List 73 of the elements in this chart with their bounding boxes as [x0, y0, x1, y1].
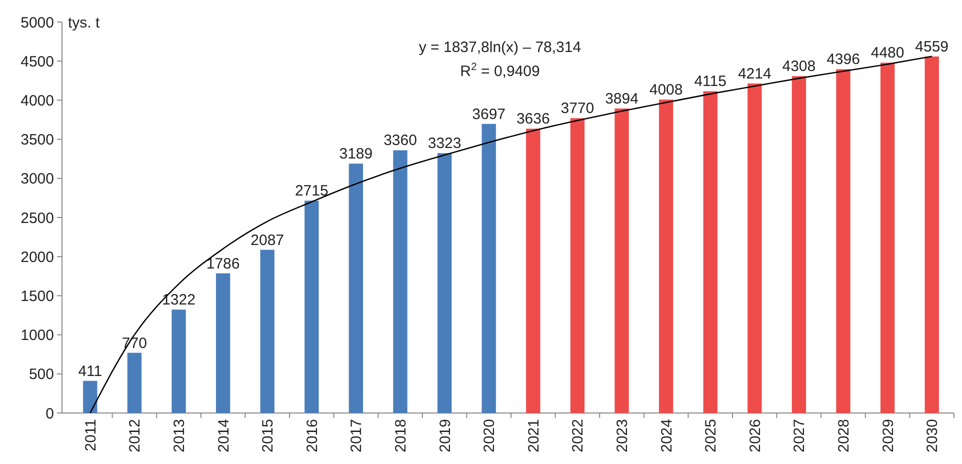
x-tick-label: 2030 — [924, 419, 942, 452]
data-label: 2715 — [294, 182, 328, 200]
x-tick-label: 2027 — [791, 419, 808, 452]
annotation: y = 1837,8ln(x) – 78,314 — [418, 39, 582, 56]
bar — [570, 118, 585, 413]
data-label: 3360 — [384, 132, 417, 150]
data-label: 4214 — [738, 65, 772, 82]
data-label: 4115 — [694, 73, 726, 90]
x-tick-label: 2020 — [481, 419, 498, 452]
x-tick-label: 2013 — [171, 419, 188, 452]
data-label: 3697 — [472, 106, 506, 123]
bar — [658, 100, 674, 413]
bar — [924, 56, 939, 413]
x-tick-label: 2014 — [215, 419, 232, 452]
y-tick-label: 3500 — [20, 132, 54, 149]
bar — [393, 150, 408, 413]
y-tick-label: 4000 — [20, 92, 54, 110]
y-tick-label: 2500 — [20, 210, 54, 227]
y-tick-label: 1500 — [20, 288, 54, 305]
bar — [260, 250, 274, 413]
y-tick-label: 4500 — [20, 53, 54, 70]
x-tick-label: 2024 — [658, 419, 676, 452]
data-label: 1322 — [162, 292, 196, 309]
x-tick-label: 2029 — [880, 419, 897, 452]
data-label: 4480 — [870, 44, 904, 62]
bar — [304, 200, 319, 413]
data-label: 4559 — [915, 38, 949, 56]
bar — [83, 380, 98, 413]
data-label: 2087 — [250, 232, 284, 249]
data-label: 3323 — [428, 135, 462, 152]
y-tick-label: 2000 — [20, 248, 54, 266]
y-tick-label: 500 — [28, 366, 54, 384]
x-tick-label: 2016 — [304, 419, 321, 452]
x-tick-label: 2025 — [702, 419, 720, 452]
x-tick-label: 2017 — [348, 419, 366, 452]
x-tick-label: 2028 — [836, 419, 852, 452]
x-tick-label: 2026 — [746, 419, 764, 452]
data-label: 4008 — [649, 82, 683, 99]
x-tick-label: 2012 — [126, 419, 144, 452]
y-tick-label: 0 — [46, 405, 54, 422]
bar — [703, 91, 718, 413]
bar — [172, 310, 186, 413]
data-label: 1786 — [206, 255, 240, 272]
annotation: R$^{2}$ = 0,9409 — [460, 61, 540, 80]
y-tick-label: 5000 — [20, 14, 54, 32]
data-label: 3189 — [339, 146, 373, 163]
bar — [792, 76, 806, 413]
data-label: 4308 — [782, 58, 816, 76]
data-label: 4396 — [826, 51, 860, 68]
y-axis-title: tys. t — [68, 14, 100, 32]
data-label: 3770 — [560, 100, 594, 118]
x-tick-label: 2023 — [614, 419, 631, 452]
bar — [526, 128, 540, 413]
bar — [880, 62, 895, 413]
bar — [127, 352, 142, 413]
data-label: 3894 — [605, 90, 638, 108]
bar — [748, 83, 762, 413]
bar — [614, 108, 629, 413]
bar — [437, 153, 452, 413]
x-tick-label: 2018 — [392, 419, 410, 452]
x-tick-label: 2021 — [525, 419, 542, 452]
data-label: 411 — [78, 362, 102, 380]
bar — [836, 69, 850, 413]
x-tick-label: 2015 — [260, 419, 277, 452]
x-tick-label: 2019 — [436, 419, 454, 452]
y-tick-label: 3000 — [20, 170, 54, 188]
bar — [216, 273, 230, 413]
y-tick-label: 1000 — [20, 327, 54, 344]
x-tick-label: 2011 — [82, 419, 100, 452]
bar — [482, 124, 496, 413]
bar — [348, 164, 364, 413]
data-label: 3636 — [516, 110, 550, 128]
x-tick-label: 2022 — [570, 419, 587, 452]
